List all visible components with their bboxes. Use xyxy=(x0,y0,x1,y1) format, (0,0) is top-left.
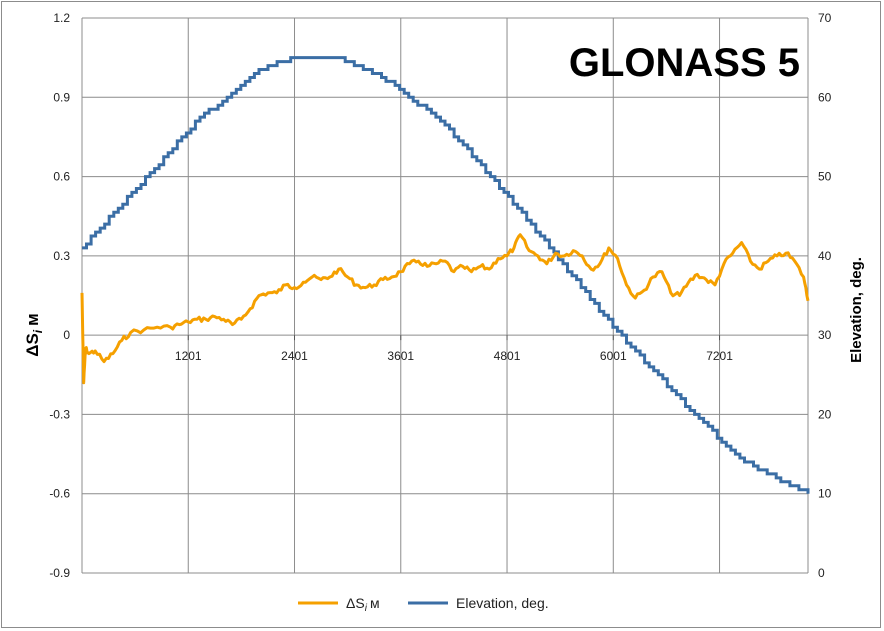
y2-tick-label: 50 xyxy=(818,170,832,184)
y-tick-label: -0.9 xyxy=(49,566,70,580)
x-tick-label: 3601 xyxy=(387,349,414,363)
series-elevation-line xyxy=(82,56,810,494)
y-tick-label: 0.9 xyxy=(53,90,70,104)
x-tick-label: 1201 xyxy=(175,349,202,363)
y2-tick-label: 30 xyxy=(818,328,832,342)
y-tick-label: -0.6 xyxy=(49,487,70,501)
right-axis-label: Elevation, deg. xyxy=(848,257,865,363)
x-tick-label: 6001 xyxy=(600,349,627,363)
left-axis-ticks: 1.2 0.9 0.6 0.3 0 -0.3 -0.6 -0.9 xyxy=(49,11,70,580)
y-tick-label: 0.6 xyxy=(53,170,70,184)
x-tick-label: 7201 xyxy=(706,349,733,363)
chart-title: GLONASS 5 xyxy=(569,41,800,85)
legend-label-delta: ΔSi м xyxy=(346,595,380,614)
y2-tick-label: 10 xyxy=(818,487,832,501)
x-axis-ticks: 1201 2401 3601 4801 6001 7201 xyxy=(175,335,733,363)
grid-lines xyxy=(81,17,809,574)
x-tick-label: 2401 xyxy=(281,349,308,363)
series-lines xyxy=(80,56,810,494)
y-tick-label: 0.3 xyxy=(53,249,70,263)
y2-tick-label: 70 xyxy=(818,11,832,25)
legend: ΔSi м Elevation, deg. xyxy=(298,595,549,614)
right-axis-ticks: 70 60 50 40 30 20 10 0 xyxy=(818,11,832,580)
left-axis-label: ΔSiм xyxy=(23,313,45,356)
y2-tick-label: 40 xyxy=(818,249,832,263)
y-tick-label: 0 xyxy=(63,328,70,342)
legend-label-elevation: Elevation, deg. xyxy=(456,595,549,611)
y2-tick-label: 60 xyxy=(818,90,832,104)
y2-tick-label: 0 xyxy=(818,566,825,580)
y-tick-label: 1.2 xyxy=(53,11,70,25)
y-tick-label: -0.3 xyxy=(49,407,70,421)
x-tick-label: 4801 xyxy=(494,349,521,363)
series-delta-s-line xyxy=(80,233,810,385)
y2-tick-label: 20 xyxy=(818,407,832,421)
